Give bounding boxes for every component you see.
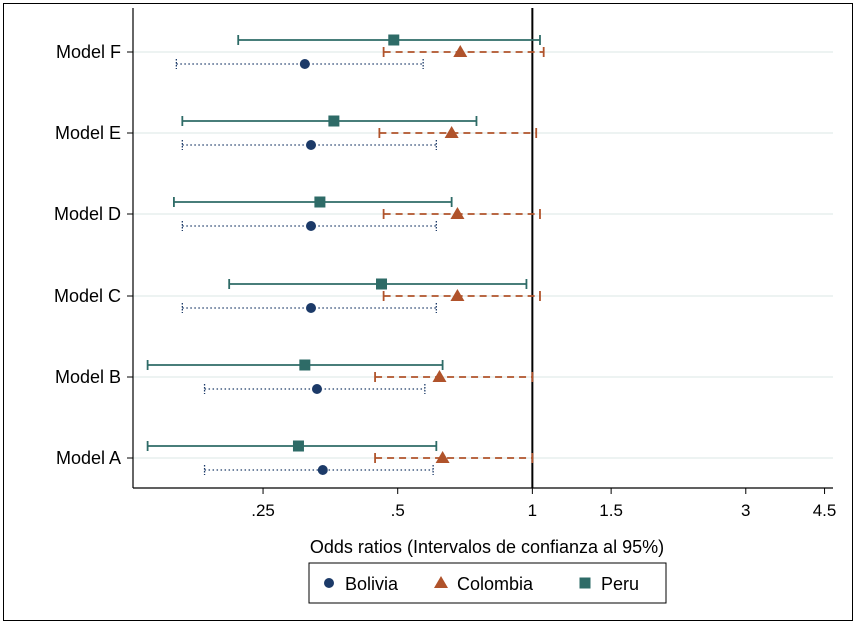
- point-marker: [299, 359, 311, 371]
- y-tick-labels: Model F Model E Model D Model C Model B Model…: [54, 42, 133, 468]
- point-marker: [388, 34, 400, 46]
- x-tick-labels: .25 .5 1 1.5 3 4.5: [251, 488, 836, 520]
- y-tick-label: Model C: [54, 286, 121, 306]
- point-marker: [450, 289, 465, 301]
- x-tick-label: 1.5: [599, 501, 623, 520]
- point-marker: [453, 45, 468, 57]
- legend-box: [308, 562, 667, 604]
- point-marker: [317, 465, 328, 475]
- x-tick-label: 3: [741, 501, 750, 520]
- legend-label-colombia: Colombia: [457, 574, 534, 594]
- point-marker: [306, 221, 317, 231]
- legend-marker-colombia: [434, 576, 448, 588]
- point-marker: [311, 384, 322, 394]
- x-axis-title: Odds ratios (Intervalos de confianza al …: [310, 537, 664, 557]
- y-tick-label: Model A: [56, 448, 121, 468]
- gridlines: [133, 51, 833, 459]
- point-marker: [306, 140, 317, 150]
- x-tick-label: .5: [391, 501, 405, 520]
- point-marker: [306, 303, 317, 313]
- point-marker: [299, 59, 310, 69]
- point-marker: [328, 115, 340, 127]
- y-tick-label: Model F: [56, 42, 121, 62]
- point-marker: [444, 126, 459, 138]
- point-marker: [435, 451, 450, 463]
- point-marker: [432, 370, 447, 382]
- x-tick-label: 4.5: [813, 501, 837, 520]
- point-marker: [376, 278, 388, 290]
- legend: Bolivia Colombia Peru: [324, 574, 639, 594]
- x-tick-label: .25: [251, 501, 275, 520]
- point-marker: [292, 440, 304, 452]
- legend-marker-peru: [579, 577, 591, 589]
- legend-label-bolivia: Bolivia: [345, 574, 399, 594]
- series-colombia: [374, 45, 545, 463]
- point-marker: [314, 196, 326, 208]
- legend-marker-bolivia: [324, 578, 334, 588]
- series-peru: [146, 34, 541, 452]
- chart-frame: [3, 3, 853, 621]
- series-group: [146, 34, 545, 475]
- y-tick-label: Model D: [54, 204, 121, 224]
- point-marker: [450, 207, 465, 219]
- legend-label-peru: Peru: [601, 574, 639, 594]
- series-bolivia: [175, 59, 437, 475]
- y-tick-label: Model E: [55, 123, 121, 143]
- x-tick-label: 1: [528, 501, 537, 520]
- y-tick-label: Model B: [55, 367, 121, 387]
